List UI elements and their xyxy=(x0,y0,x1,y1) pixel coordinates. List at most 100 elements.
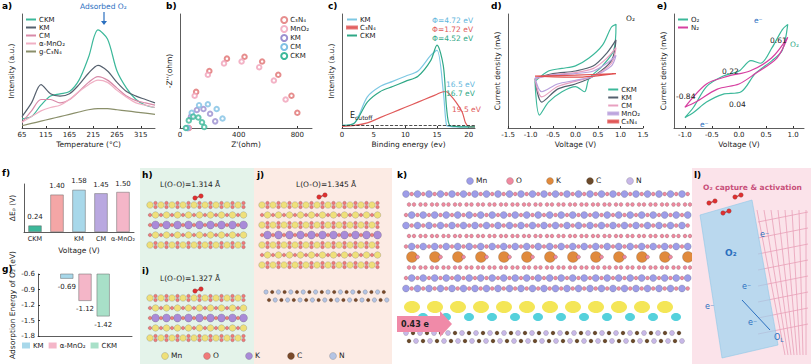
svg-text:1.50: 1.50 xyxy=(115,180,131,188)
svg-text:CKM: CKM xyxy=(360,32,376,40)
svg-text:CKM: CKM xyxy=(621,86,637,94)
svg-text:0.5: 0.5 xyxy=(761,131,772,139)
svg-text:16.5 eV: 16.5 eV xyxy=(446,80,476,89)
svg-text:L: L xyxy=(780,336,784,343)
svg-text:KM: KM xyxy=(621,94,632,102)
svg-text:Mn: Mn xyxy=(476,176,487,185)
svg-text:CM: CM xyxy=(96,235,106,243)
svg-text:10: 10 xyxy=(401,131,410,139)
svg-text:Mn: Mn xyxy=(171,351,182,360)
svg-text:5: 5 xyxy=(371,131,375,139)
svg-text:1.5: 1.5 xyxy=(637,131,648,139)
svg-text:Intensity (a.u.): Intensity (a.u.) xyxy=(7,43,16,98)
svg-text:C₃N₄: C₃N₄ xyxy=(290,16,306,24)
svg-text:CM: CM xyxy=(39,32,50,40)
svg-text:15: 15 xyxy=(433,131,442,139)
svg-text:165: 165 xyxy=(63,131,76,139)
svg-text:265: 265 xyxy=(110,131,123,139)
svg-text:-1.2: -1.2 xyxy=(21,301,35,309)
svg-text:1.58: 1.58 xyxy=(71,177,87,185)
svg-text:-1.12: -1.12 xyxy=(76,305,94,313)
svg-text:e⁻: e⁻ xyxy=(700,120,709,129)
svg-text:L(O-O)=1.327 Å: L(O-O)=1.327 Å xyxy=(160,274,221,283)
svg-text:0.43 e: 0.43 e xyxy=(401,320,430,329)
svg-text:e⁻: e⁻ xyxy=(742,282,751,291)
svg-text:KM: KM xyxy=(360,16,371,24)
svg-text:CKM: CKM xyxy=(102,342,118,350)
svg-text:α-MnO₂: α-MnO₂ xyxy=(60,342,86,350)
svg-text:315: 315 xyxy=(134,131,147,139)
svg-text:e⁻: e⁻ xyxy=(760,230,769,239)
svg-text:Voltage (V): Voltage (V) xyxy=(58,246,100,255)
svg-text:N: N xyxy=(339,351,345,360)
svg-text:-0.9: -0.9 xyxy=(21,286,35,294)
svg-text:KM: KM xyxy=(74,235,84,243)
svg-text:0.5: 0.5 xyxy=(592,131,603,139)
svg-text:α-MnO₂: α-MnO₂ xyxy=(111,235,135,243)
svg-text:e⁻: e⁻ xyxy=(705,302,714,311)
svg-text:O₂: O₂ xyxy=(725,248,737,258)
svg-text:0: 0 xyxy=(178,131,182,139)
svg-text:1.0: 1.0 xyxy=(615,131,626,139)
svg-text:g): g) xyxy=(2,264,13,274)
svg-text:-0.84: -0.84 xyxy=(676,92,696,101)
svg-text:f): f) xyxy=(2,168,10,178)
svg-text:1.45: 1.45 xyxy=(93,181,109,189)
svg-text:Binding energy (ev): Binding energy (ev) xyxy=(371,140,445,149)
svg-text:215: 215 xyxy=(87,131,100,139)
svg-text:-Z''(ohm): -Z''(ohm) xyxy=(165,54,174,89)
svg-text:0.0: 0.0 xyxy=(570,131,581,139)
svg-text:-1.42: -1.42 xyxy=(94,321,112,329)
svg-text:-1.5: -1.5 xyxy=(21,317,35,325)
svg-text:Z'(ohm): Z'(ohm) xyxy=(231,140,261,149)
svg-text:N₂: N₂ xyxy=(691,24,699,32)
svg-text:O: O xyxy=(516,176,522,185)
svg-text:1.40: 1.40 xyxy=(49,182,65,190)
svg-text:KM: KM xyxy=(39,24,50,32)
svg-text:h): h) xyxy=(142,170,153,180)
svg-text:Current density (mA): Current density (mA) xyxy=(659,32,668,111)
svg-text:20: 20 xyxy=(464,131,473,139)
svg-text:1.0: 1.0 xyxy=(788,131,799,139)
svg-text:O₂: O₂ xyxy=(790,40,799,49)
svg-text:g-C₃N₄: g-C₃N₄ xyxy=(39,48,62,56)
svg-text:C₃N₄: C₃N₄ xyxy=(621,118,637,126)
svg-text:CKM: CKM xyxy=(39,16,55,24)
svg-text:Φ=1.72 eV: Φ=1.72 eV xyxy=(432,25,474,34)
svg-text:-0.5: -0.5 xyxy=(546,131,560,139)
svg-text:0.0: 0.0 xyxy=(733,131,744,139)
svg-text:L(O-O)=1.314 Å: L(O-O)=1.314 Å xyxy=(160,180,221,189)
svg-text:-0.69: -0.69 xyxy=(58,283,76,291)
svg-text:K: K xyxy=(556,176,562,185)
svg-text:Φ=4.72 eV: Φ=4.72 eV xyxy=(432,16,474,25)
svg-text:O₂: O₂ xyxy=(626,14,635,23)
svg-text:-1.0: -1.0 xyxy=(524,131,538,139)
svg-text:C: C xyxy=(297,351,302,360)
svg-text:800: 800 xyxy=(291,131,304,139)
svg-text:e): e) xyxy=(657,1,667,11)
svg-text:c): c) xyxy=(328,1,337,11)
svg-text:MnO₂: MnO₂ xyxy=(621,110,640,118)
svg-text:Φ=4.52 eV: Φ=4.52 eV xyxy=(432,34,474,43)
svg-text:CKM: CKM xyxy=(28,235,42,243)
svg-text:CM: CM xyxy=(290,43,301,51)
svg-text:b): b) xyxy=(166,1,177,11)
svg-text:i): i) xyxy=(142,266,149,276)
svg-text:-0.6: -0.6 xyxy=(21,270,35,278)
svg-text:Voltage (V): Voltage (V) xyxy=(555,140,597,149)
svg-text:0.24: 0.24 xyxy=(27,213,43,221)
svg-text:400: 400 xyxy=(232,131,245,139)
svg-text:α-MnO₂: α-MnO₂ xyxy=(39,40,65,48)
svg-text:0: 0 xyxy=(340,131,344,139)
svg-text:Adsorbed O₂: Adsorbed O₂ xyxy=(80,2,127,11)
svg-text:O: O xyxy=(213,351,219,360)
svg-text:KM: KM xyxy=(290,34,301,42)
svg-text:CKM: CKM xyxy=(290,52,306,60)
svg-text:O₂: O₂ xyxy=(691,16,700,24)
svg-text:CM: CM xyxy=(621,102,632,110)
svg-text:ΔEₚ (V): ΔEₚ (V) xyxy=(8,195,17,222)
svg-text:l): l) xyxy=(694,170,701,180)
svg-text:MnO₂: MnO₂ xyxy=(290,25,309,33)
svg-text:N: N xyxy=(636,176,642,185)
svg-text:O₂ capture & activation: O₂ capture & activation xyxy=(703,183,802,192)
